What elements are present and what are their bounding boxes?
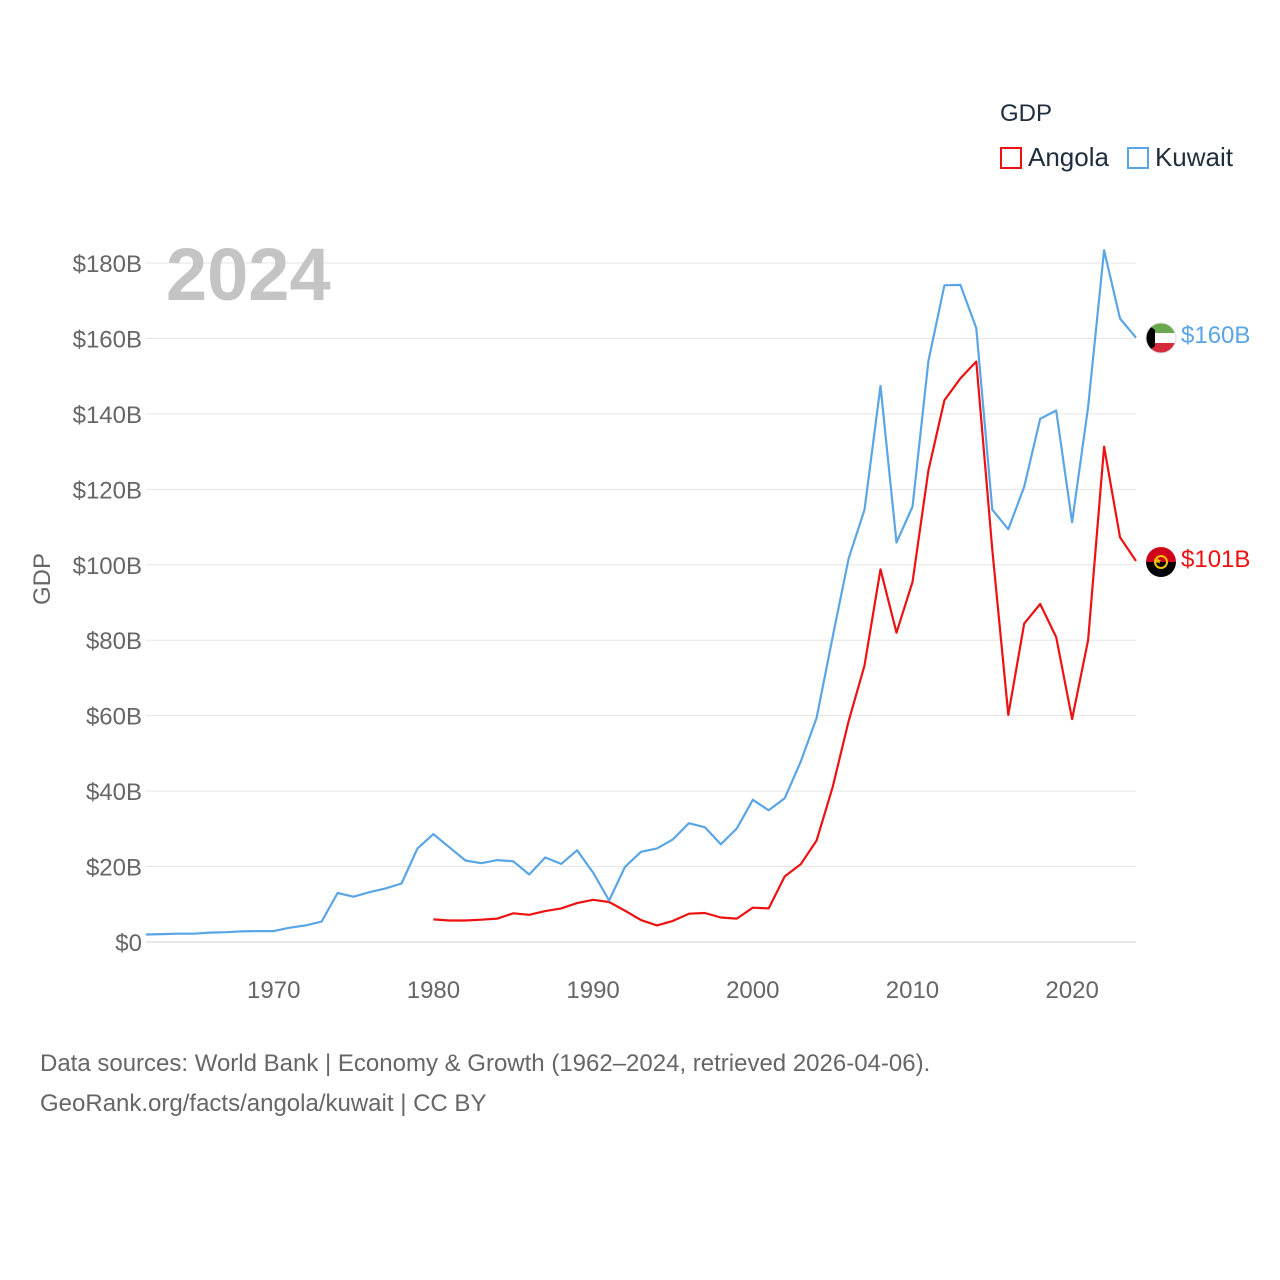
y-axis-ticks: $0 $20B $40B $60B $80B $100B $120B $140B $160B $1… [73, 251, 142, 957]
chart-footer: Data sources: World Bank | Economy & Gro… [40, 1044, 930, 1124]
angola-flag-icon [1146, 547, 1176, 577]
y-tick-label: $20B [86, 855, 142, 882]
x-tick-label: 2010 [886, 977, 939, 1004]
legend-title: GDP [1000, 100, 1053, 127]
legend-label-angola: Angola [1028, 142, 1109, 172]
y-tick-label: $40B [86, 779, 142, 806]
x-tick-label: 2000 [726, 977, 779, 1004]
angola-end-value-label: $101B [1181, 546, 1250, 573]
x-axis-ticks: 1970 1980 1990 2000 2010 2020 [247, 977, 1099, 1004]
legend-label-kuwait: Kuwait [1154, 142, 1234, 172]
x-tick-label: 1990 [566, 977, 619, 1004]
series-line-angola [433, 360, 1137, 927]
x-tick-label: 2020 [1045, 977, 1098, 1004]
kuwait-flag-icon [1145, 322, 1177, 354]
y-axis-title: GDP [29, 553, 56, 605]
gridlines [146, 262, 1136, 943]
legend-swatch-kuwait [1126, 146, 1149, 169]
x-tick-label: 1970 [247, 977, 300, 1004]
legend-item-angola[interactable]: Angola [1000, 142, 1109, 173]
series-lines [145, 249, 1137, 936]
y-tick-label: $60B [86, 704, 142, 731]
y-tick-label: $80B [86, 628, 142, 655]
y-tick-label: $120B [73, 477, 142, 504]
y-tick-label: $140B [73, 402, 142, 429]
y-tick-label: $160B [73, 326, 142, 353]
y-tick-label: $0 [115, 930, 142, 957]
year-label: 2024 [166, 233, 331, 316]
legend-item-kuwait[interactable]: Kuwait [1126, 142, 1234, 173]
source-link-text: GeoRank.org/facts/angola/kuwait | CC BY [40, 1090, 487, 1117]
series-line-kuwait [145, 249, 1137, 936]
y-tick-label: $100B [73, 553, 142, 580]
x-tick-label: 1980 [407, 977, 460, 1004]
kuwait-end-value-label: $160B [1181, 322, 1250, 349]
legend-swatch-angola [1000, 146, 1022, 169]
data-sources-text: Data sources: World Bank | Economy & Gro… [40, 1050, 931, 1077]
legend: Angola Kuwait [1000, 142, 1251, 173]
y-tick-label: $180B [73, 251, 142, 278]
